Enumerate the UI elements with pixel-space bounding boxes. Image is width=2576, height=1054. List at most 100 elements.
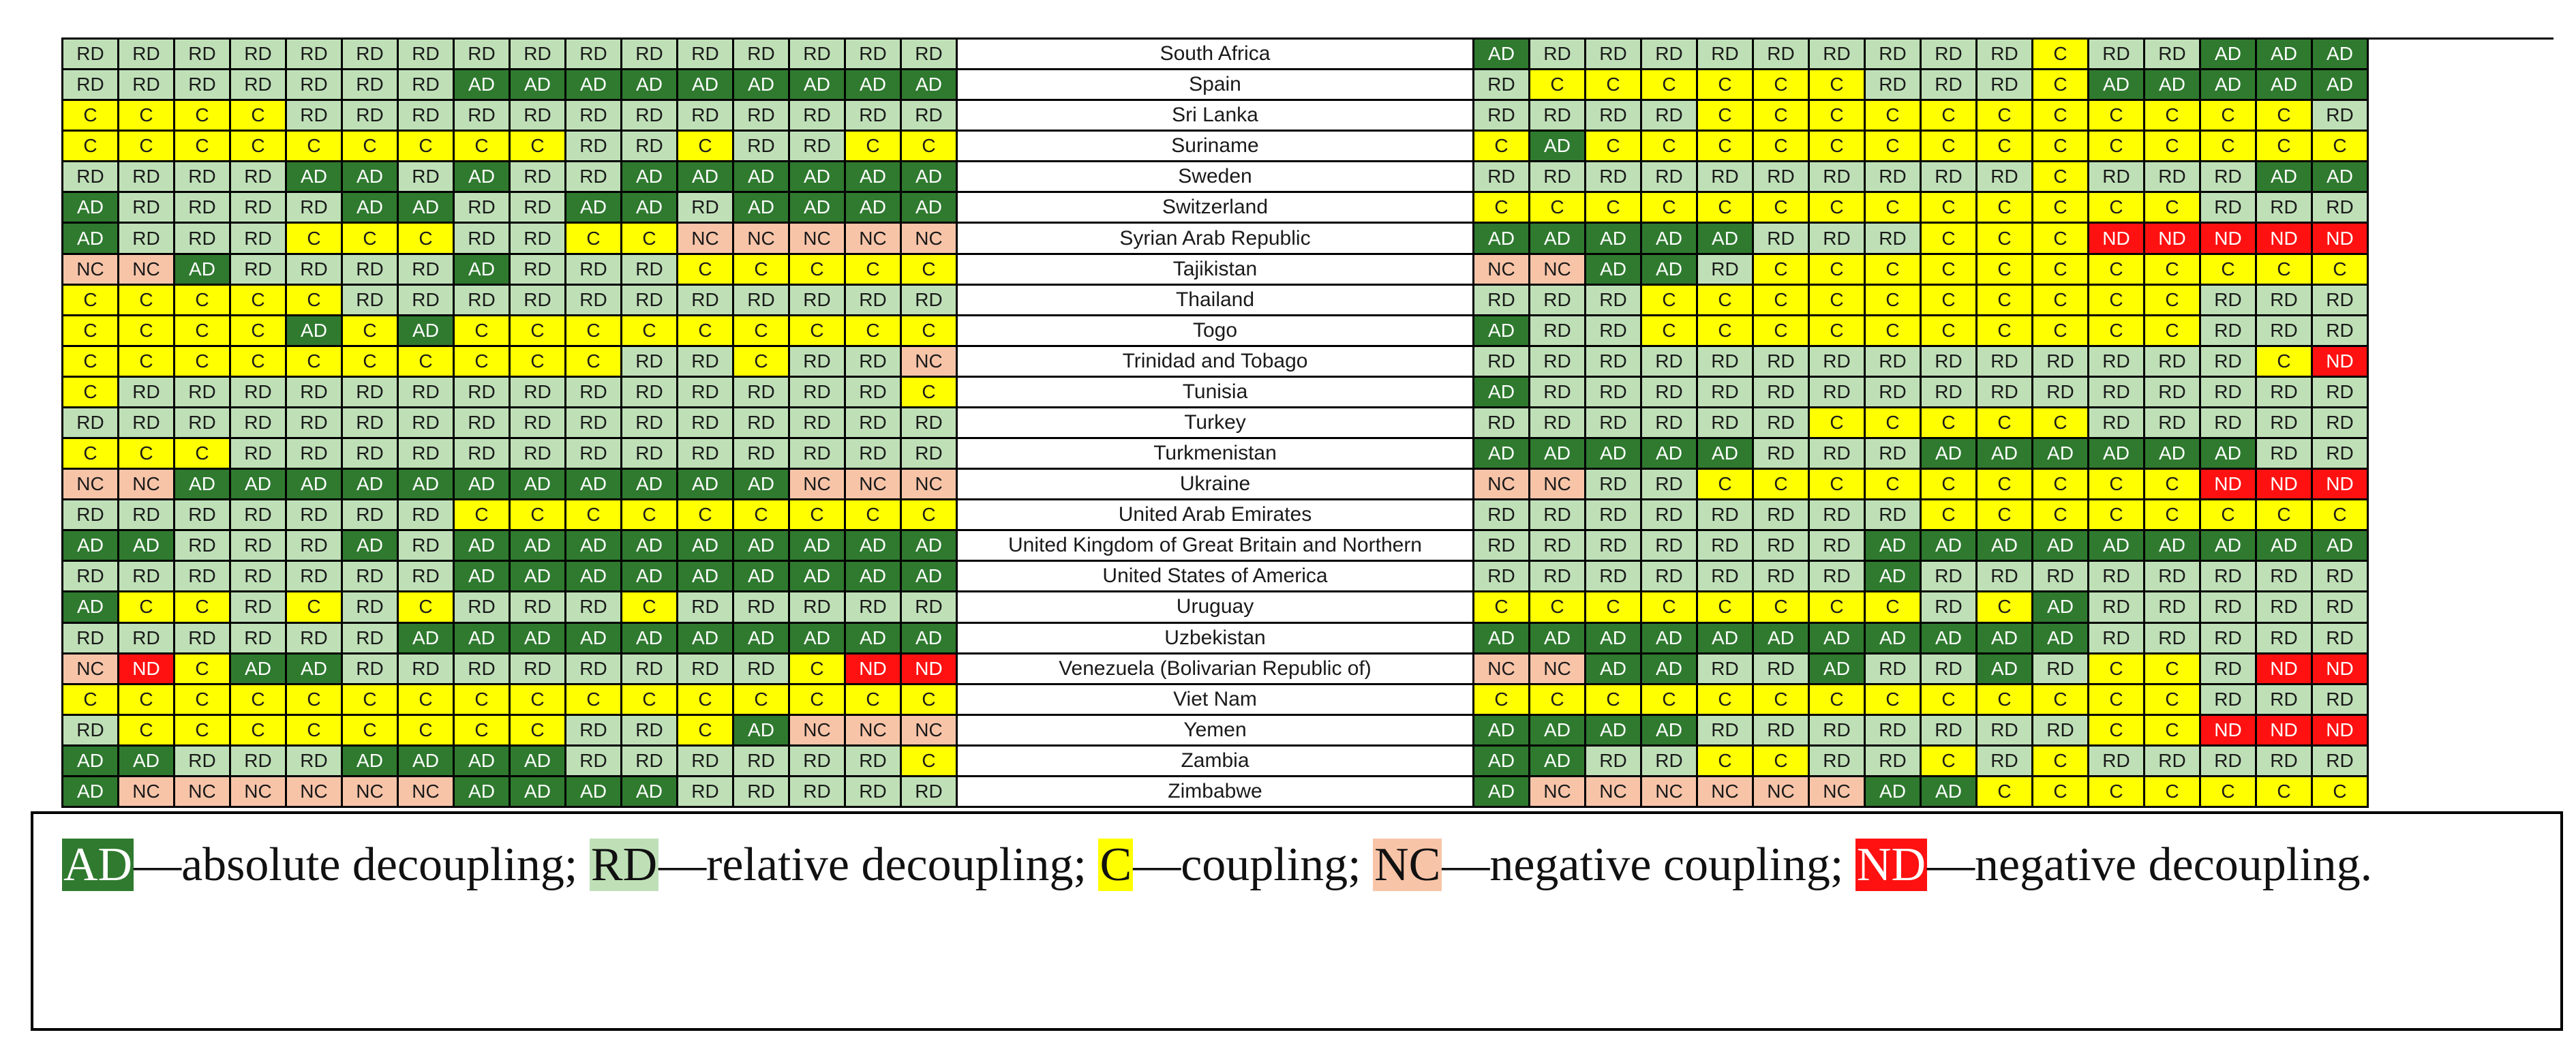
- status-cell: RD: [790, 377, 846, 408]
- status-cell: C: [119, 101, 175, 132]
- status-cell: RD: [63, 623, 119, 654]
- status-cell: RD: [2145, 746, 2201, 777]
- status-cell: C: [2313, 777, 2369, 808]
- status-cell: C: [231, 285, 287, 316]
- status-cell: C: [1978, 132, 2033, 163]
- status-cell: C: [1978, 777, 2033, 808]
- status-cell: RD: [2257, 285, 2313, 316]
- status-cell: C: [2089, 285, 2145, 316]
- status-cell: NC: [902, 470, 958, 501]
- status-cell: RD: [734, 408, 790, 440]
- status-cell: RD: [734, 40, 790, 71]
- status-cell: RD: [678, 746, 734, 777]
- legend-swatch-negative-decoupling: ND: [1855, 839, 1927, 891]
- status-cell: AD: [1474, 623, 1530, 654]
- status-cell: RD: [846, 346, 902, 378]
- status-cell: RD: [231, 623, 287, 654]
- status-cell: C: [1866, 193, 1922, 224]
- status-cell: RD: [1586, 285, 1642, 316]
- status-cell: RD: [622, 254, 678, 286]
- status-cell: AD: [1866, 623, 1922, 654]
- legend-desc-negative-decoupling: negative decoupling.: [1975, 839, 2373, 891]
- status-cell: C: [1922, 408, 1978, 440]
- status-cell: RD: [2257, 316, 2313, 347]
- status-cell: RD: [622, 101, 678, 132]
- status-cell: C: [1754, 746, 1810, 777]
- status-cell: C: [287, 285, 343, 316]
- status-cell: RD: [119, 623, 175, 654]
- status-cell: RD: [1530, 101, 1586, 132]
- status-cell: C: [1698, 70, 1754, 102]
- status-cell: NC: [1810, 777, 1866, 808]
- status-cell: C: [2089, 715, 2145, 747]
- status-cell: AD: [1586, 715, 1642, 747]
- status-cell: RD: [2257, 623, 2313, 654]
- status-cell: AD: [455, 70, 511, 102]
- status-cell: RD: [231, 162, 287, 194]
- status-cell: AD: [1698, 623, 1754, 654]
- status-cell: NC: [902, 346, 958, 378]
- status-cell: AD: [399, 316, 455, 347]
- status-cell: AD: [678, 623, 734, 654]
- status-cell: RD: [2201, 592, 2257, 624]
- status-cell: RD: [287, 70, 343, 102]
- status-cell: RD: [1586, 101, 1642, 132]
- status-cell: RD: [2313, 316, 2369, 347]
- status-cell: RD: [566, 132, 622, 163]
- status-cell: RD: [790, 592, 846, 624]
- status-cell: AD: [511, 623, 566, 654]
- status-cell: RD: [622, 439, 678, 470]
- status-cell: RD: [399, 70, 455, 102]
- country-name: Turkey: [958, 408, 1474, 440]
- status-cell: RD: [343, 562, 399, 593]
- status-cell: AD: [2313, 40, 2369, 71]
- status-cell: RD: [678, 40, 734, 71]
- status-cell: RD: [902, 777, 958, 808]
- status-cell: NC: [175, 777, 231, 808]
- status-cell: C: [1922, 746, 1978, 777]
- status-cell: RD: [1922, 40, 1978, 71]
- status-cell: AD: [2313, 70, 2369, 102]
- status-cell: RD: [790, 777, 846, 808]
- status-cell: RD: [846, 101, 902, 132]
- status-cell: RD: [175, 377, 231, 408]
- status-cell: C: [902, 746, 958, 777]
- status-cell: RD: [566, 377, 622, 408]
- status-cell: RD: [2201, 162, 2257, 194]
- status-cell: NC: [846, 470, 902, 501]
- legend-dash: —: [1442, 839, 1490, 891]
- status-cell: RD: [1642, 377, 1698, 408]
- legend-desc-negative-coupling: negative coupling;: [1489, 839, 1844, 891]
- country-name: Syrian Arab Republic: [958, 224, 1474, 255]
- status-cell: RD: [1866, 70, 1922, 102]
- status-cell: C: [1698, 132, 1754, 163]
- status-cell: RD: [1586, 500, 1642, 532]
- status-cell: RD: [566, 40, 622, 71]
- status-cell: RD: [2313, 562, 2369, 593]
- status-cell: RD: [455, 592, 511, 624]
- status-cell: NC: [1474, 254, 1530, 286]
- status-cell: RD: [511, 285, 566, 316]
- status-cell: ND: [2201, 715, 2257, 747]
- status-cell: C: [119, 439, 175, 470]
- status-cell: RD: [231, 592, 287, 624]
- status-cell: AD: [846, 623, 902, 654]
- status-cell: C: [1866, 101, 1922, 132]
- status-cell: C: [566, 500, 622, 532]
- status-cell: RD: [1810, 346, 1866, 378]
- status-cell: C: [2257, 777, 2313, 808]
- legend-desc-relative-decoupling: relative decoupling;: [706, 839, 1087, 891]
- status-cell: C: [399, 592, 455, 624]
- status-cell: RD: [175, 193, 231, 224]
- status-cell: C: [1810, 285, 1866, 316]
- status-cell: C: [231, 101, 287, 132]
- status-cell: C: [1866, 592, 1922, 624]
- status-cell: C: [287, 684, 343, 716]
- status-cell: ND: [2313, 346, 2369, 378]
- status-cell: AD: [287, 316, 343, 347]
- status-cell: C: [2033, 316, 2089, 347]
- status-cell: C: [902, 132, 958, 163]
- status-cell: RD: [175, 623, 231, 654]
- status-cell: C: [287, 132, 343, 163]
- status-cell: C: [1922, 684, 1978, 716]
